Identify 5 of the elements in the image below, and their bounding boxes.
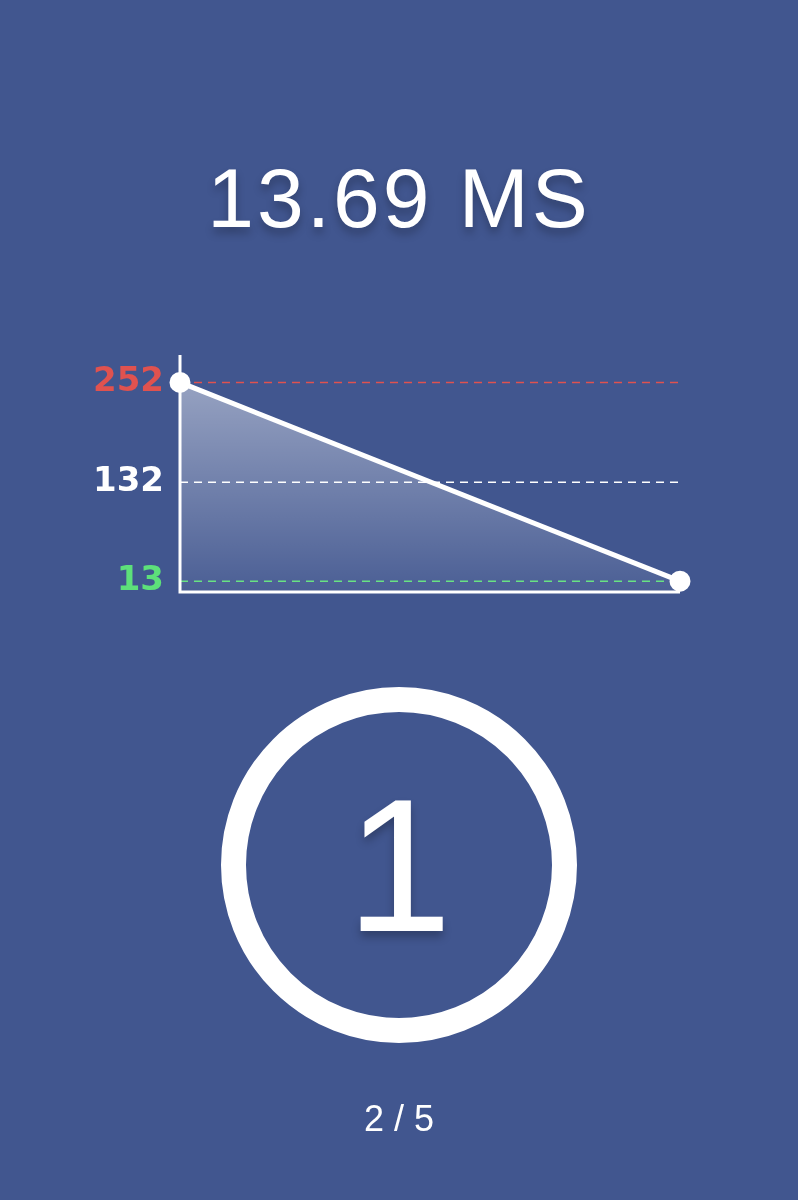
ref-line-label: 132 <box>93 459 164 500</box>
ref-line-label: 13 <box>116 558 164 599</box>
ref-line-label: 252 <box>93 359 164 400</box>
chart-title: 13.69 MS <box>206 150 592 247</box>
text: 2 / 5 <box>362 1098 436 1140</box>
